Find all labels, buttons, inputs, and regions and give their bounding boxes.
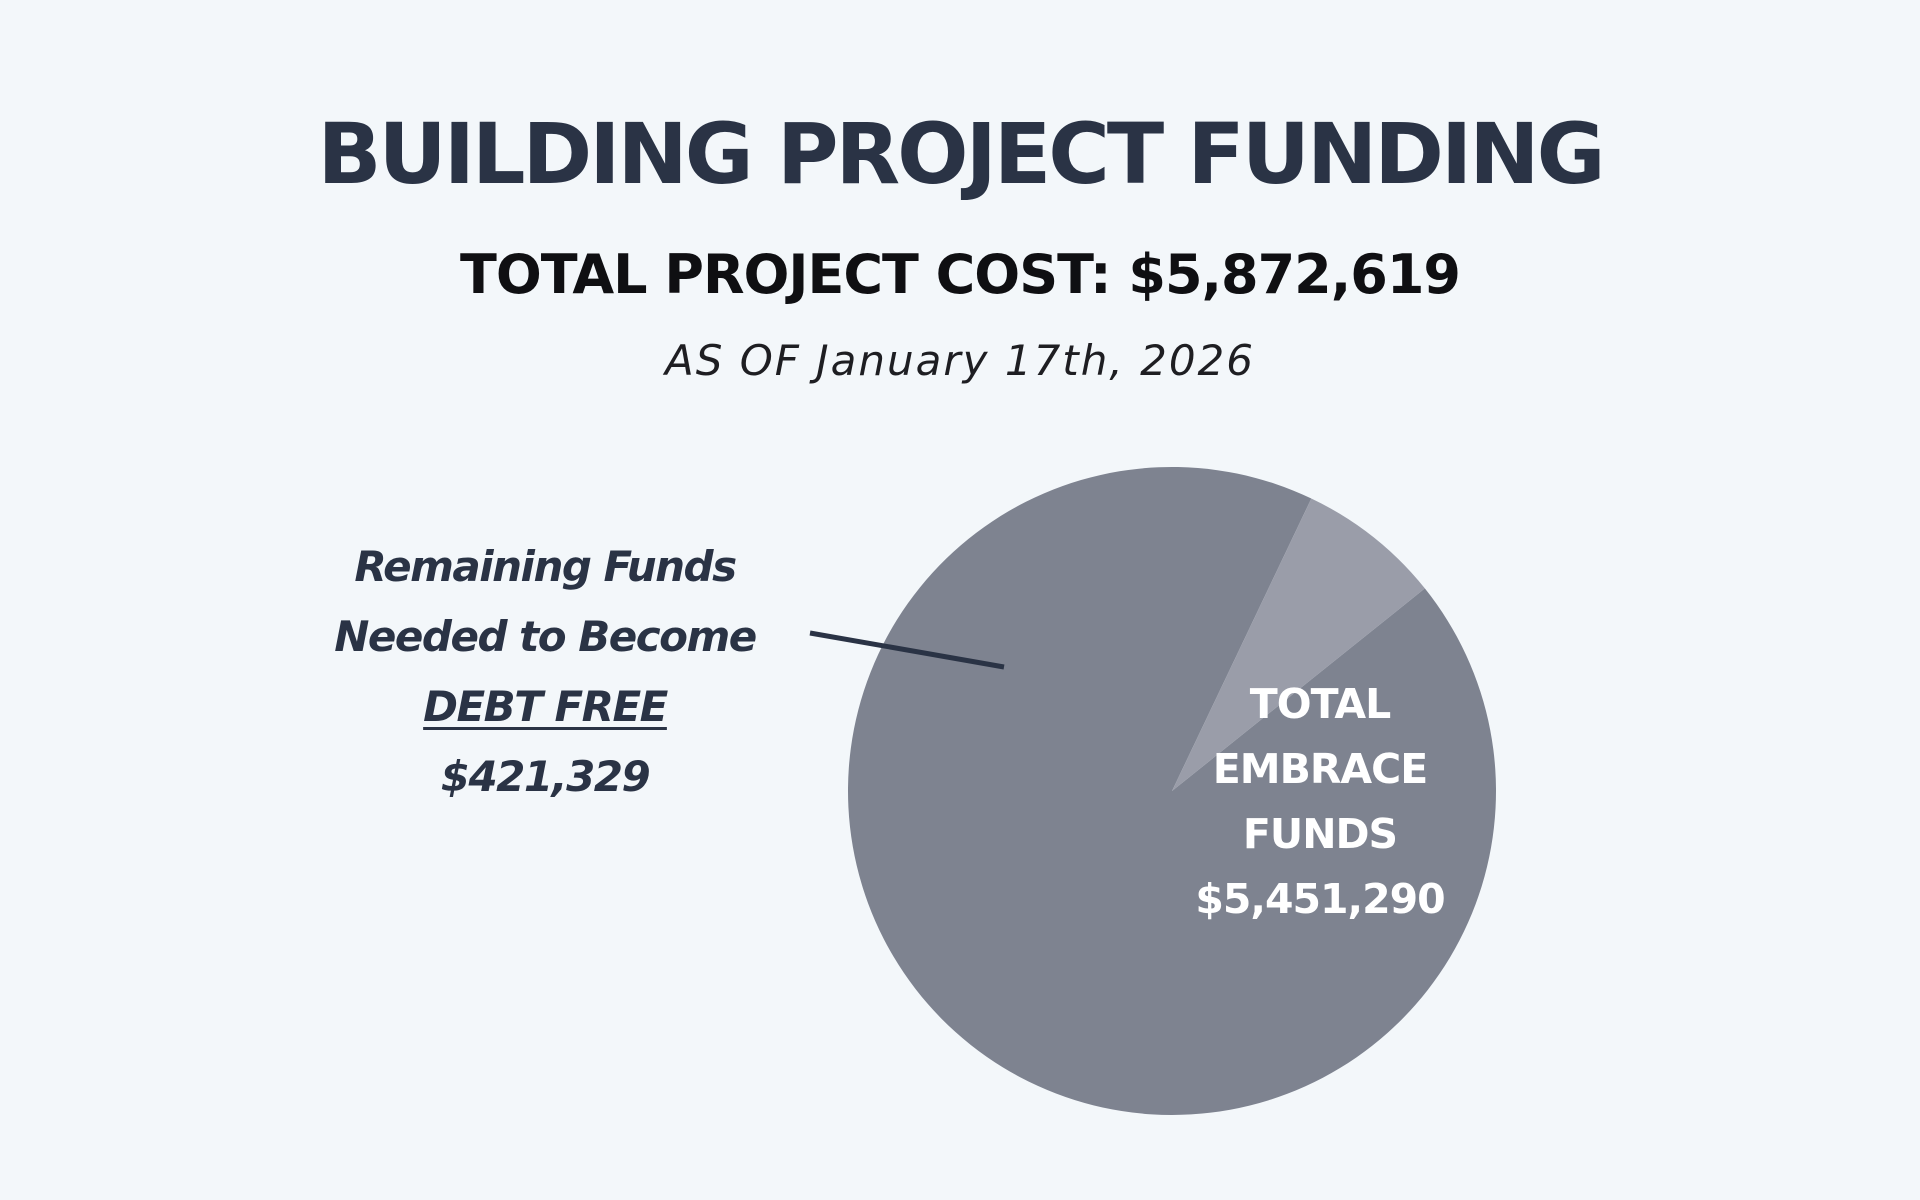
page-title: BUILDING PROJECT FUNDING [317, 105, 1605, 203]
callout-line-1: Remaining Funds [354, 542, 737, 591]
pie-slice-embrace-funds [847, 466, 1496, 1115]
embrace-funds-label: TOTAL EMBRACE FUNDS $5,451,290 [1170, 672, 1470, 932]
slice-label-line-1: TOTAL [1249, 680, 1391, 728]
callout-line-3: DEBT FREE [423, 682, 668, 731]
slice-label-line-2: EMBRACE [1212, 745, 1428, 793]
callout-value: $421,329 [440, 752, 651, 801]
callout-leader-line [809, 630, 1005, 670]
total-cost-subtitle: TOTAL PROJECT COST: $5,872,619 [459, 243, 1461, 306]
pie-slice-remaining-funds [1172, 498, 1425, 791]
slice-label-value: $5,451,290 [1195, 875, 1445, 923]
as-of-date: AS OF January 17th, 2026 [664, 336, 1255, 385]
remaining-funds-callout: Remaining Funds Needed to Become DEBT FR… [300, 532, 790, 812]
slice-label-line-3: FUNDS [1242, 810, 1398, 858]
callout-line-2: Needed to Become [334, 612, 757, 661]
